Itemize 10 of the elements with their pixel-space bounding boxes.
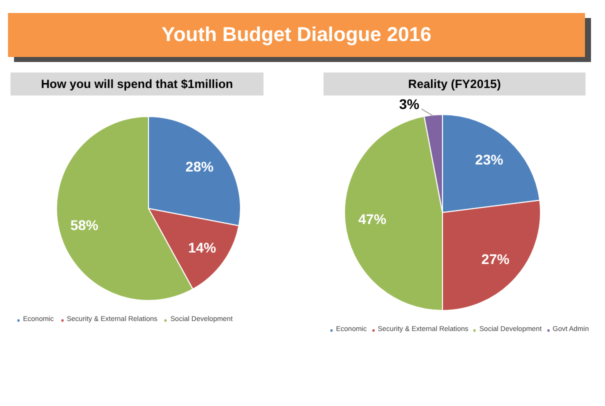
data-label: 14%: [188, 239, 217, 256]
data-label: 3%: [399, 96, 420, 112]
data-label: 27%: [481, 251, 510, 268]
data-label: 23%: [475, 152, 504, 168]
chart-title: Reality (FY2015): [408, 77, 501, 91]
text: Youth Budget Dialogue 2016: [8, 13, 585, 57]
chart-subtitle: How you will spend that $1million: [40, 77, 234, 91]
data-label: 58%: [70, 216, 99, 233]
data-label: 47%: [358, 211, 387, 228]
data-label: 28%: [186, 158, 214, 174]
